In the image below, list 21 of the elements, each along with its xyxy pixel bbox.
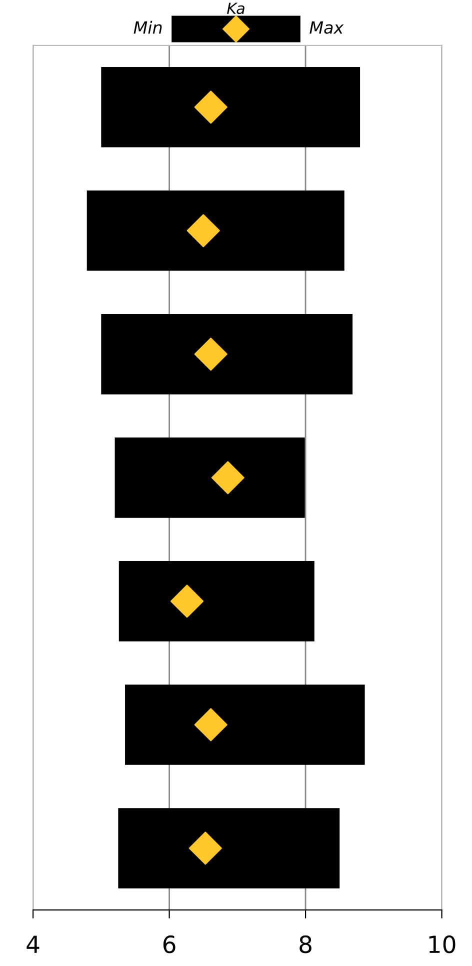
bar: [86, 190, 344, 271]
point: [186, 214, 220, 248]
point: [211, 461, 244, 494]
bar: [118, 561, 314, 642]
point: [188, 832, 222, 865]
bar: [114, 438, 305, 518]
bar: [125, 684, 365, 765]
x-tick-label: 8: [300, 935, 312, 954]
bar: [101, 314, 353, 394]
x-tick-label: 4: [26, 936, 40, 953]
x-tick-label: 6: [163, 935, 176, 954]
text: Ka: [226, 2, 244, 14]
text: Min: [134, 20, 162, 34]
bar: [118, 808, 340, 888]
x-tick-label: 10: [429, 935, 456, 954]
point: [194, 90, 228, 124]
point: [194, 338, 228, 371]
text: Max: [310, 21, 344, 34]
bar: [101, 67, 360, 148]
point: [194, 708, 228, 742]
point: [170, 584, 204, 618]
